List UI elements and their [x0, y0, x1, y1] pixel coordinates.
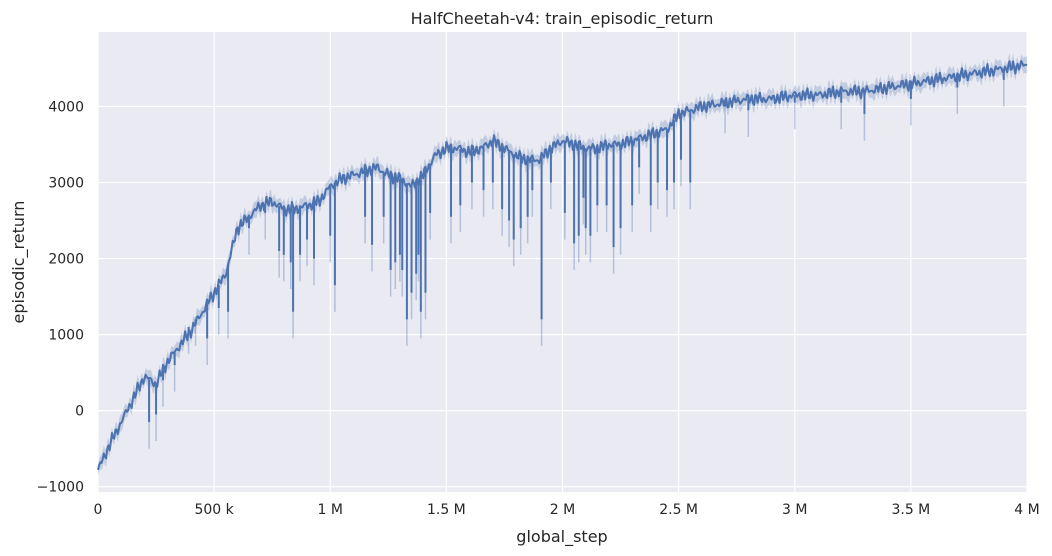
y-axis-label: episodic_return [9, 201, 29, 324]
y-tick-label: 0 [75, 404, 84, 420]
x-tick-label: 500 k [194, 502, 234, 518]
series-band [98, 53, 1027, 476]
x-tick-label: 1 M [318, 502, 343, 518]
y-tick-label: 2000 [48, 252, 84, 268]
series-lines [97, 59, 1028, 471]
y-tick-labels: −1000 0 1000 2000 3000 4000 [37, 100, 84, 496]
x-axis-label: global_step [516, 527, 607, 547]
y-tick-label: 4000 [48, 100, 84, 116]
y-tick-label: 3000 [48, 176, 84, 192]
x-tick-label: 0 [94, 502, 103, 518]
x-tick-label: 4 M [1014, 502, 1039, 518]
y-tick-label: −1000 [37, 480, 84, 496]
series-line [97, 59, 1028, 471]
x-tick-label: 3 M [782, 502, 807, 518]
grid-lines [97, 32, 1028, 492]
x-tick-label: 1.5 M [427, 502, 466, 518]
chart-title: HalfCheetah-v4: train_episodic_return [411, 9, 714, 29]
x-tick-labels: 0 500 k 1 M 1.5 M 2 M 2.5 M 3 M 3.5 M 4 M [94, 502, 1040, 518]
x-tick-label: 3.5 M [891, 502, 930, 518]
x-tick-label: 2 M [550, 502, 575, 518]
y-tick-label: 1000 [48, 328, 84, 344]
x-tick-label: 2.5 M [659, 502, 698, 518]
